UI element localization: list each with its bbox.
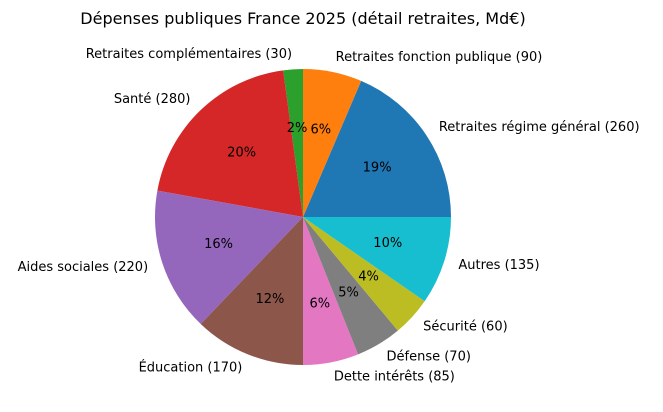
slice-label: Retraites régime général (260) [439, 120, 640, 135]
pie-slice [155, 190, 303, 324]
slice-percent-label: 20% [227, 145, 256, 160]
slice-label: Retraites complémentaires (30) [86, 47, 292, 62]
pie-slice [283, 69, 303, 217]
slice-labels: Retraites régime général (260) 19% Retrait… [18, 47, 640, 384]
slice-percent-label: 4% [358, 269, 379, 284]
pie-slice [303, 217, 451, 302]
slice-label: Défense (70) [387, 349, 471, 364]
slice-label: Dette intérêts (85) [334, 369, 455, 384]
slice-label: Sécurité (60) [423, 319, 508, 334]
pie-slice [200, 217, 303, 365]
slice-percent-label: 12% [255, 292, 284, 307]
slice-label: Santé (280) [114, 92, 191, 107]
slice-percent-label: 2% [287, 121, 308, 136]
slice-percent-label: 6% [310, 297, 331, 312]
slice-percent-label: 5% [338, 286, 359, 301]
pie-slice [303, 217, 425, 331]
pie-slice [303, 217, 359, 365]
slice-percent-label: 6% [310, 123, 331, 138]
chart-title: Dépenses publiques France 2025 (détail r… [80, 9, 525, 28]
pie-slice [303, 217, 398, 355]
slice-label: Aides sociales (220) [18, 260, 149, 275]
slice-percent-label: 19% [363, 161, 392, 176]
slice-label: Autres (135) [458, 258, 539, 273]
pie-slice [303, 69, 362, 217]
slice-label: Retraites fonction publique (90) [336, 50, 543, 65]
pie-slices [155, 69, 452, 365]
slice-label: Éducation (170) [139, 360, 243, 376]
pie-slice [157, 70, 303, 217]
slice-percent-label: 16% [204, 237, 233, 252]
slice-percent-label: 10% [373, 236, 402, 251]
pie-slice [303, 80, 452, 218]
